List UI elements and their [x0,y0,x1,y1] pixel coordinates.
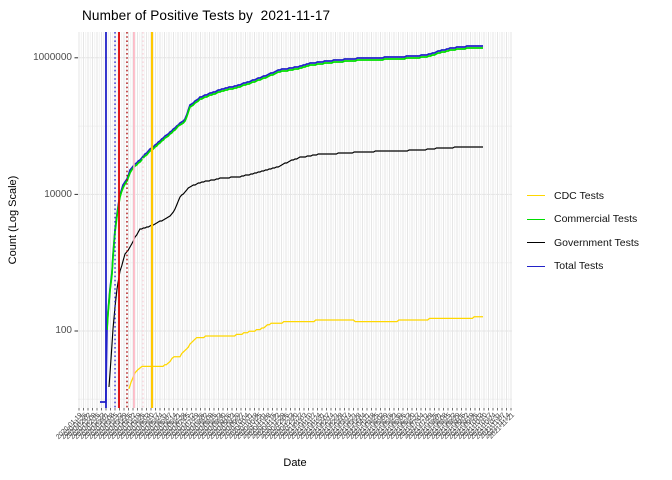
series-line-government-tests [108,146,483,388]
legend-line-swatch-government [527,242,545,244]
gridlines [78,32,512,408]
y-tick-label-100: 100 [55,325,72,336]
legend-item-total: Total Tests [527,255,639,279]
series-curves [100,45,483,403]
series-line-total-tests [100,45,483,403]
series-line-commercial-tests [106,47,483,331]
y-tick-label-1000000: 1000000 [33,52,72,63]
event-vlines [105,32,154,408]
legend-item-government: Government Tests [527,231,639,255]
legend-line-swatch-cdc [527,195,545,197]
legend-label-commercial: Commercial Tests [554,213,638,226]
legend-label-total: Total Tests [554,260,604,273]
legend-item-cdc: CDC Tests [527,184,639,208]
y-tick-label-10000: 10000 [44,188,72,200]
legend-line-swatch-total [527,265,545,267]
legend-line-swatch-commercial [527,218,545,220]
legend-label-cdc: CDC Tests [554,189,604,202]
legend-item-commercial: Commercial Tests [527,208,639,232]
legend-label-government: Government Tests [554,236,640,249]
legend: CDC Tests Commercial Tests Government Te… [527,184,639,278]
series-line-cdc-tests [128,316,483,389]
x-axis-title: Date [283,457,307,469]
axis-tick-marks [74,57,512,411]
chart-title: Number of Positive Tests by 2021-11-17 [82,8,331,23]
